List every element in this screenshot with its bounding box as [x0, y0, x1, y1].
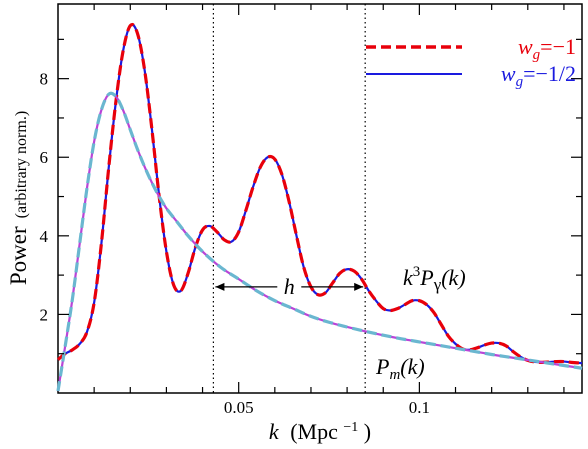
series-layer	[56, 22, 583, 392]
legend-eq-2: =−1/2	[523, 61, 576, 86]
reference-lines	[212, 4, 366, 393]
photon-label-k: k	[403, 265, 414, 290]
legend-sub-2: g	[516, 74, 524, 90]
legend-w-1: w	[518, 34, 533, 59]
x-tick-label-0: 0.05	[224, 398, 254, 417]
h-arrow-right-head	[354, 282, 364, 291]
h-label: h	[284, 274, 295, 299]
x-axis-title-unit: (Mpc	[290, 419, 338, 444]
legend-eq-1: =−1	[540, 34, 576, 59]
series-matter-solid	[56, 92, 583, 392]
photon-curve-label: k3Pγ(k)	[403, 264, 466, 294]
y-tick-label-3: 8	[40, 70, 49, 89]
photon-label-pow: 3	[413, 264, 421, 280]
photon-label-arg: (k)	[441, 265, 465, 290]
y-axis-title: Power (arbitrary norm.)	[6, 111, 31, 285]
series-matter-dashed	[56, 91, 583, 392]
y-axis-title-main: Power	[6, 226, 31, 285]
matter-label-p: P	[375, 354, 389, 379]
legend-label-wg-minus-half: wg=−1/2	[501, 61, 576, 90]
x-axis-title-var: k	[269, 419, 280, 444]
x-tick-label-1: 0.1	[409, 398, 430, 417]
photon-label-p: P	[419, 265, 433, 290]
x-axis-title-sup: −1	[343, 420, 358, 435]
photon-label-sub: γ	[433, 275, 442, 294]
plot-frame	[57, 3, 583, 394]
h-scale-annotation	[215, 282, 364, 291]
legend-w-2: w	[501, 61, 516, 86]
y-tick-label-1: 4	[40, 227, 49, 246]
y-tick-label-0: 2	[40, 305, 49, 324]
y-tick-label-2: 6	[40, 148, 49, 167]
x-axis-title-close: )	[364, 419, 371, 444]
legend-sub-1: g	[533, 47, 541, 63]
x-axis-title: k (Mpc −1 )	[269, 411, 371, 444]
legend-label-wg-minus1: wg=−1	[518, 34, 576, 63]
axis-ticks	[58, 4, 582, 393]
series-photon-dashed	[56, 22, 583, 365]
h-arrow-left-head	[215, 282, 225, 291]
legend: wg=−1 wg=−1/2	[366, 34, 576, 90]
matter-label-arg: (k)	[400, 354, 424, 379]
axis-tick-labels: 0.05 0.1 2 4 6 8	[40, 70, 431, 417]
y-axis-title-note: (arbitrary norm.)	[13, 111, 30, 219]
matter-label-sub: m	[389, 367, 400, 383]
matter-curve-label: Pm(k)	[375, 354, 425, 383]
